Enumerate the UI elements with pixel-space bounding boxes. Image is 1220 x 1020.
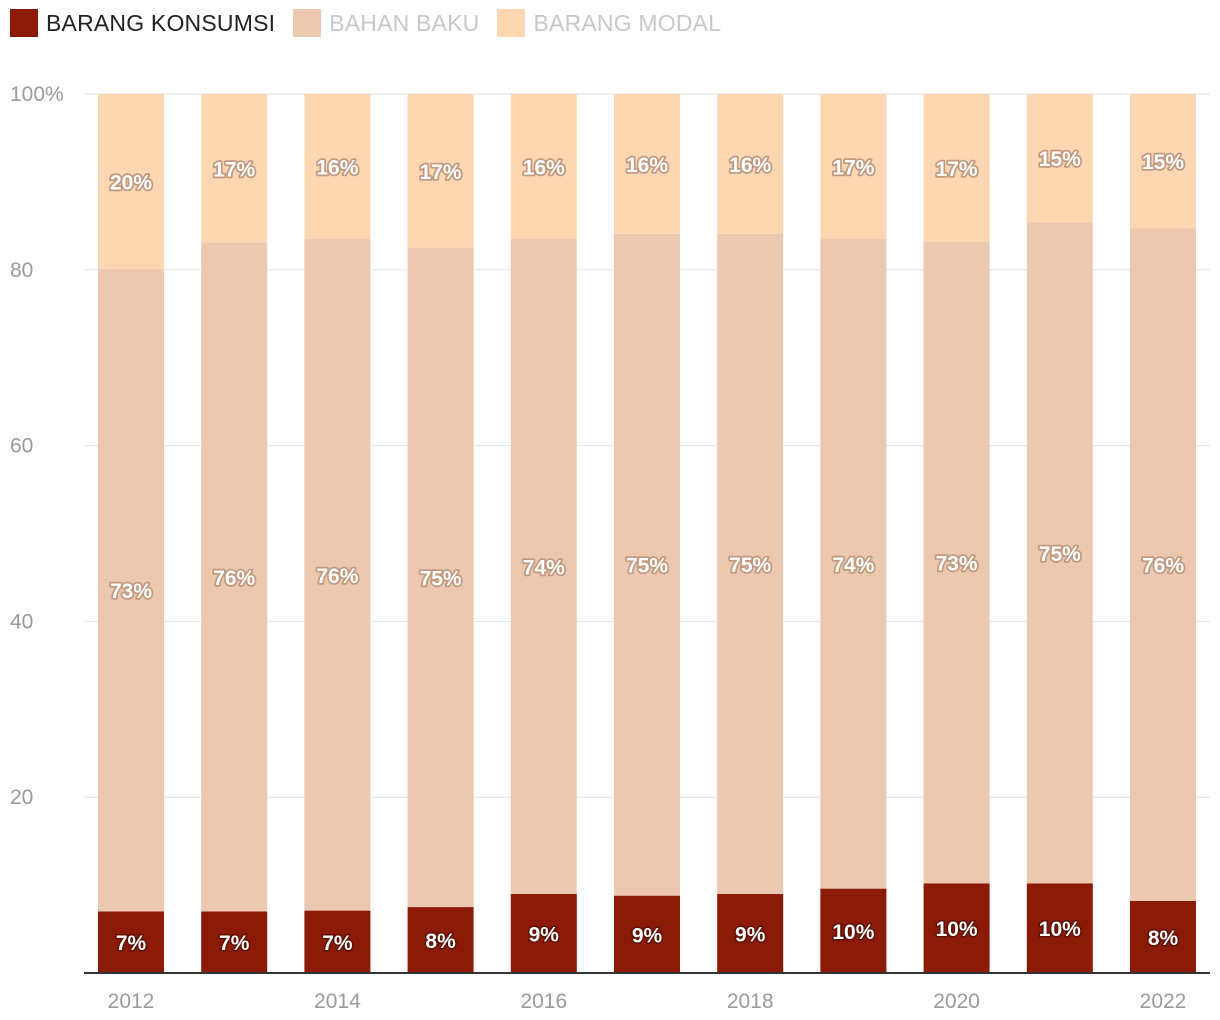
bar-barang-konsumsi-2021[interactable] [1026, 883, 1093, 973]
bar-label-barang-modal-2016: 16% [523, 157, 565, 180]
bar-bahan-baku-2021[interactable] [1026, 222, 1093, 884]
bar-label-bahan-baku-2020: 73% [936, 553, 978, 576]
bar-barang-konsumsi-2012[interactable] [98, 911, 164, 973]
bar-barang-modal-2014[interactable] [304, 94, 371, 240]
bar-label-bahan-baku-2012: 73% [110, 580, 152, 603]
bar-label-bahan-baku-2017: 75% [626, 555, 668, 578]
bar-label-bahan-baku-2018: 75% [729, 554, 771, 577]
bar-label-bahan-baku-2019: 74% [832, 554, 874, 577]
bar-barang-konsumsi-2022[interactable] [1130, 900, 1196, 973]
bar-bahan-baku-2015[interactable] [407, 247, 474, 908]
bar-label-barang-modal-2021: 15% [1039, 148, 1081, 171]
bar-barang-modal-2018[interactable] [717, 94, 784, 234]
bar-label-barang-konsumsi-2021: 10% [1039, 918, 1081, 941]
bar-barang-modal-2020[interactable] [923, 94, 990, 242]
bar-label-barang-konsumsi-2013: 7% [219, 932, 250, 955]
bar-bahan-baku-2019[interactable] [820, 239, 887, 889]
bar-label-barang-modal-2019: 17% [832, 157, 874, 180]
x-tick-label-2020: 2020 [933, 990, 980, 1013]
bar-label-barang-konsumsi-2015: 8% [425, 930, 456, 953]
x-tick-label-2016: 2016 [520, 990, 567, 1013]
bar-label-bahan-baku-2015: 75% [420, 567, 462, 590]
bar-bahan-baku-2022[interactable] [1130, 228, 1196, 901]
y-tick-label-60: 60 [10, 435, 33, 458]
x-tick-label-2018: 2018 [727, 990, 774, 1013]
bar-barang-modal-2021[interactable] [1026, 94, 1093, 223]
x-tick-label-2014: 2014 [314, 990, 361, 1013]
bar-label-bahan-baku-2014: 76% [316, 565, 358, 588]
bar-barang-modal-2013[interactable] [201, 94, 268, 243]
bar-bahan-baku-2018[interactable] [717, 233, 784, 894]
bar-label-barang-konsumsi-2012: 7% [116, 932, 147, 955]
bar-barang-konsumsi-2019[interactable] [820, 888, 887, 973]
bar-barang-modal-2019[interactable] [820, 94, 887, 240]
y-tick-label-100: 100% [10, 83, 64, 106]
bar-label-barang-modal-2018: 16% [729, 154, 771, 177]
bar-bahan-baku-2016[interactable] [510, 239, 577, 894]
bar-bahan-baku-2020[interactable] [923, 241, 990, 884]
bar-label-barang-modal-2012: 20% [110, 171, 152, 194]
bar-label-barang-konsumsi-2019: 10% [832, 921, 874, 944]
legend-item-bahan-baku[interactable]: BAHAN BAKU [293, 9, 479, 37]
bar-barang-konsumsi-2014[interactable] [304, 910, 371, 973]
y-tick-label-40: 40 [10, 610, 33, 633]
bar-label-barang-konsumsi-2014: 7% [322, 932, 353, 955]
bar-label-barang-konsumsi-2016: 9% [529, 923, 560, 946]
bar-bahan-baku-2013[interactable] [201, 242, 268, 912]
chart-legend: BARANG KONSUMSI BAHAN BAKU BARANG MODAL [10, 6, 739, 40]
bar-barang-modal-2016[interactable] [510, 94, 577, 240]
bar-bahan-baku-2017[interactable] [614, 233, 680, 896]
bar-label-barang-konsumsi-2020: 10% [936, 918, 978, 941]
legend-swatch-barang-konsumsi [10, 9, 38, 37]
bar-barang-konsumsi-2020[interactable] [923, 883, 990, 973]
bar-label-barang-modal-2014: 16% [316, 157, 358, 180]
bar-label-barang-konsumsi-2018: 9% [735, 923, 766, 946]
bar-bahan-baku-2012[interactable] [98, 268, 164, 912]
y-tick-label-20: 20 [10, 786, 33, 809]
legend-label-bahan-baku: BAHAN BAKU [329, 9, 480, 36]
bar-label-barang-modal-2022: 15% [1142, 151, 1184, 174]
bar-barang-konsumsi-2015[interactable] [407, 907, 474, 973]
bar-barang-konsumsi-2017[interactable] [614, 895, 680, 973]
bar-label-bahan-baku-2016: 74% [523, 556, 565, 579]
x-tick-label-2022: 2022 [1140, 990, 1187, 1013]
bar-label-bahan-baku-2021: 75% [1039, 543, 1081, 566]
bar-barang-konsumsi-2018[interactable] [717, 893, 784, 973]
bar-label-barang-modal-2020: 17% [936, 158, 978, 181]
bar-label-barang-konsumsi-2017: 9% [632, 924, 663, 947]
legend-item-barang-konsumsi[interactable]: BARANG KONSUMSI [10, 9, 275, 37]
legend-label-barang-konsumsi: BARANG KONSUMSI [46, 9, 276, 36]
bar-barang-modal-2022[interactable] [1130, 94, 1196, 229]
bar-barang-konsumsi-2016[interactable] [510, 893, 577, 973]
bar-label-barang-modal-2017: 16% [626, 154, 668, 177]
legend-label-barang-modal: BARANG MODAL [533, 9, 722, 36]
legend-swatch-bahan-baku [293, 9, 322, 37]
x-tick-label-2012: 2012 [108, 990, 155, 1013]
bar-barang-modal-2017[interactable] [614, 94, 680, 234]
bar-label-barang-modal-2015: 17% [420, 161, 462, 184]
bar-barang-modal-2015[interactable] [407, 94, 474, 248]
y-tick-label-80: 80 [10, 259, 33, 282]
legend-item-barang-modal[interactable]: BARANG MODAL [497, 9, 721, 37]
bar-bahan-baku-2014[interactable] [304, 239, 371, 911]
bar-barang-modal-2012[interactable] [98, 94, 164, 269]
bar-label-barang-konsumsi-2022: 8% [1148, 927, 1179, 950]
bar-label-barang-modal-2013: 17% [213, 158, 255, 181]
bar-label-bahan-baku-2022: 76% [1142, 555, 1184, 578]
bar-label-bahan-baku-2013: 76% [213, 567, 255, 590]
bar-barang-konsumsi-2013[interactable] [201, 911, 268, 973]
legend-swatch-barang-modal [497, 9, 526, 37]
